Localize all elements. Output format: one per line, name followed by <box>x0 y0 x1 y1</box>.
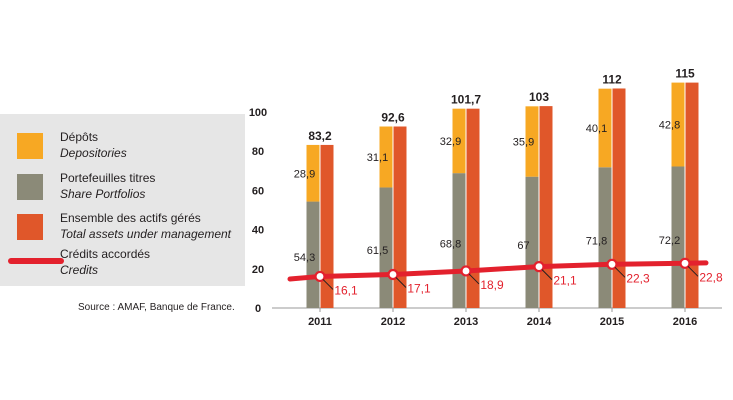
legend-panel: Dépôts Depositories Portefeuilles titres… <box>0 114 245 286</box>
data-label-share-portfolios: 61,5 <box>367 245 388 257</box>
y-tick-label: 20 <box>252 264 264 276</box>
bar-depositories <box>306 144 320 202</box>
y-tick-label: 60 <box>252 185 264 197</box>
bar-total-assets <box>539 106 553 309</box>
data-label-share-portfolios: 68,8 <box>440 238 461 250</box>
data-label-depositories: 40,1 <box>586 123 607 135</box>
data-label-total-assets: 115 <box>675 67 695 81</box>
data-label-share-portfolios: 67 <box>517 240 529 252</box>
legend-item-actifs: Ensemble des actifs gérés Total assets u… <box>0 208 245 248</box>
legend-label-share-portfolios: Share Portfolios <box>60 187 146 201</box>
leader-credits <box>468 273 480 285</box>
point-credits <box>679 257 691 269</box>
leader-credits <box>541 269 553 280</box>
leader-credits <box>687 265 699 277</box>
data-label-total-assets: 92,6 <box>381 111 405 125</box>
bar-share-portfolios <box>598 167 612 308</box>
legend-item-credits: Crédits accordés Credits <box>0 244 245 284</box>
bar-depositories <box>671 82 685 167</box>
data-label-total-assets: 83,2 <box>308 129 332 143</box>
x-tick-label: 2015 <box>600 316 624 328</box>
point-credits <box>314 270 326 283</box>
data-label-credits: 21,1 <box>553 274 577 288</box>
legend-label-depositories: Depositories <box>60 146 127 160</box>
data-label-depositories: 42,8 <box>659 120 680 132</box>
legend-swatch-portefeuilles <box>17 174 43 200</box>
bar-depositories <box>525 106 539 177</box>
data-label-depositories: 31,1 <box>367 152 388 164</box>
x-tick-label: 2011 <box>308 316 332 328</box>
leader-credits <box>395 277 407 288</box>
legend-item-depots: Dépôts Depositories <box>0 127 245 167</box>
leader-credits <box>614 266 626 278</box>
legend-label-depots: Dépôts <box>60 130 99 144</box>
legend-label-credits-en: Credits <box>60 263 99 277</box>
x-tick-label: 2014 <box>527 316 552 328</box>
data-label-total-assets: 112 <box>602 72 622 86</box>
data-label-credits: 18,9 <box>480 278 504 292</box>
leader-credits <box>322 279 334 290</box>
data-label-total-assets: 101,7 <box>451 93 481 107</box>
legend-label-portefeuilles: Portefeuilles titres <box>60 171 156 185</box>
data-label-credits: 17,1 <box>407 281 431 295</box>
bar-share-portfolios <box>525 176 539 308</box>
x-tick-label: 2013 <box>454 316 478 328</box>
point-credits <box>606 258 618 270</box>
y-tick-label: 0 <box>255 303 261 315</box>
data-label-share-portfolios: 54,3 <box>294 252 315 264</box>
bar-depositories <box>379 126 393 188</box>
x-tick-label: 2012 <box>381 316 405 328</box>
y-tick-label: 100 <box>249 107 267 119</box>
legend-swatch-depots <box>17 133 43 159</box>
bar-depositories <box>598 88 612 168</box>
y-tick-label: 80 <box>252 146 264 158</box>
data-label-share-portfolios: 72,2 <box>659 235 680 247</box>
data-label-share-portfolios: 71,8 <box>586 235 607 247</box>
bar-share-portfolios <box>306 201 320 308</box>
bar-total-assets <box>320 144 334 308</box>
data-label-depositories: 32,9 <box>440 136 461 148</box>
bar-total-assets <box>466 108 480 308</box>
legend-swatch-actifs <box>17 214 43 240</box>
y-tick-label: 40 <box>252 225 264 237</box>
line-credits <box>287 260 709 282</box>
legend-label-actifs: Ensemble des actifs gérés <box>60 211 201 225</box>
bar-share-portfolios <box>671 166 685 308</box>
point-credits <box>533 261 545 273</box>
source-note: Source : AMAF, Banque de France. <box>78 302 235 313</box>
bar-total-assets <box>685 82 699 308</box>
data-label-credits: 22,8 <box>699 270 723 284</box>
legend-line-credits <box>8 258 64 264</box>
data-label-depositories: 28,9 <box>294 168 315 180</box>
x-tick-label: 2016 <box>673 316 697 328</box>
bar-depositories <box>452 108 466 174</box>
data-label-total-assets: 103 <box>529 90 549 104</box>
bar-total-assets <box>393 126 407 308</box>
point-credits <box>460 265 472 277</box>
data-label-depositories: 35,9 <box>513 136 534 148</box>
point-credits <box>387 268 399 281</box>
data-label-credits: 16,1 <box>334 283 358 297</box>
legend-label-total-assets: Total assets under management <box>60 227 231 241</box>
data-label-credits: 22,3 <box>626 271 650 285</box>
legend-item-portefeuilles: Portefeuilles titres Share Portfolios <box>0 168 245 208</box>
bar-total-assets <box>612 88 626 308</box>
legend-label-credits: Crédits accordés <box>60 247 151 261</box>
